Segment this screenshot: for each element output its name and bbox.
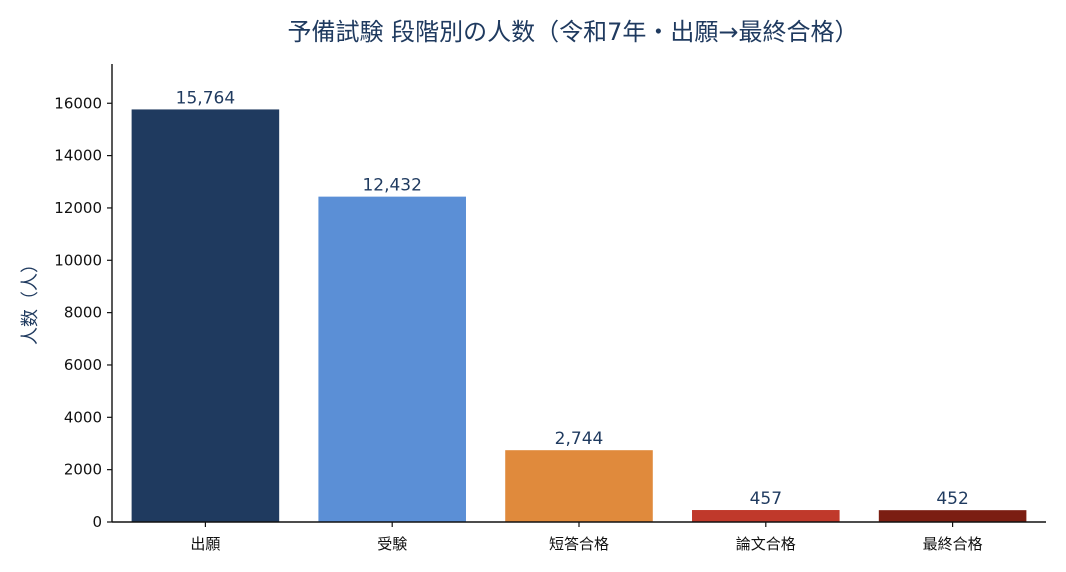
y-tick-label-4: 6000	[64, 356, 102, 374]
value-label-2: 12,432	[362, 176, 421, 196]
x-tick-label-1: 出願	[190, 535, 220, 553]
y-tick-label-2: 2000	[64, 461, 102, 479]
chart-title: 予備試験 段階別の人数（令和7年・出願→最終合格）	[287, 18, 858, 46]
value-label-4: 457	[750, 489, 782, 509]
value-label-5: 452	[936, 489, 968, 509]
y-tick-label-9: 16000	[54, 94, 102, 112]
y-tick-label-5: 8000	[64, 304, 102, 322]
bar-2	[318, 196, 466, 523]
y-axis-ticks: 0 2000 4000 6000 8000 10000 12000 14000 16000	[54, 94, 112, 531]
x-tick-label-3: 短答合格	[549, 535, 609, 553]
bars-group	[131, 109, 1027, 523]
bar-5	[878, 510, 1027, 522]
value-labels-group: 15,764 12,432 2,744 457 452	[176, 88, 969, 509]
bar-3	[505, 450, 653, 522]
y-tick-label-8: 14000	[54, 147, 102, 165]
y-tick-label-7: 12000	[54, 199, 102, 217]
bar-4	[692, 510, 840, 522]
y-tick-label-6: 10000	[54, 251, 102, 269]
y-axis-label: 人数（人）	[20, 255, 41, 345]
value-label-3: 2,744	[555, 429, 604, 449]
y-tick-label-3: 4000	[64, 408, 102, 426]
bar-1	[131, 109, 280, 523]
y-tick-label-1: 0	[92, 513, 102, 531]
value-label-1: 15,764	[176, 88, 235, 108]
x-tick-label-2: 受験	[377, 535, 407, 553]
x-axis-ticks: 出願 受験 短答合格 論文合格 最終合格	[190, 522, 983, 553]
x-tick-label-5: 最終合格	[923, 535, 983, 553]
x-tick-label-4: 論文合格	[736, 535, 796, 553]
